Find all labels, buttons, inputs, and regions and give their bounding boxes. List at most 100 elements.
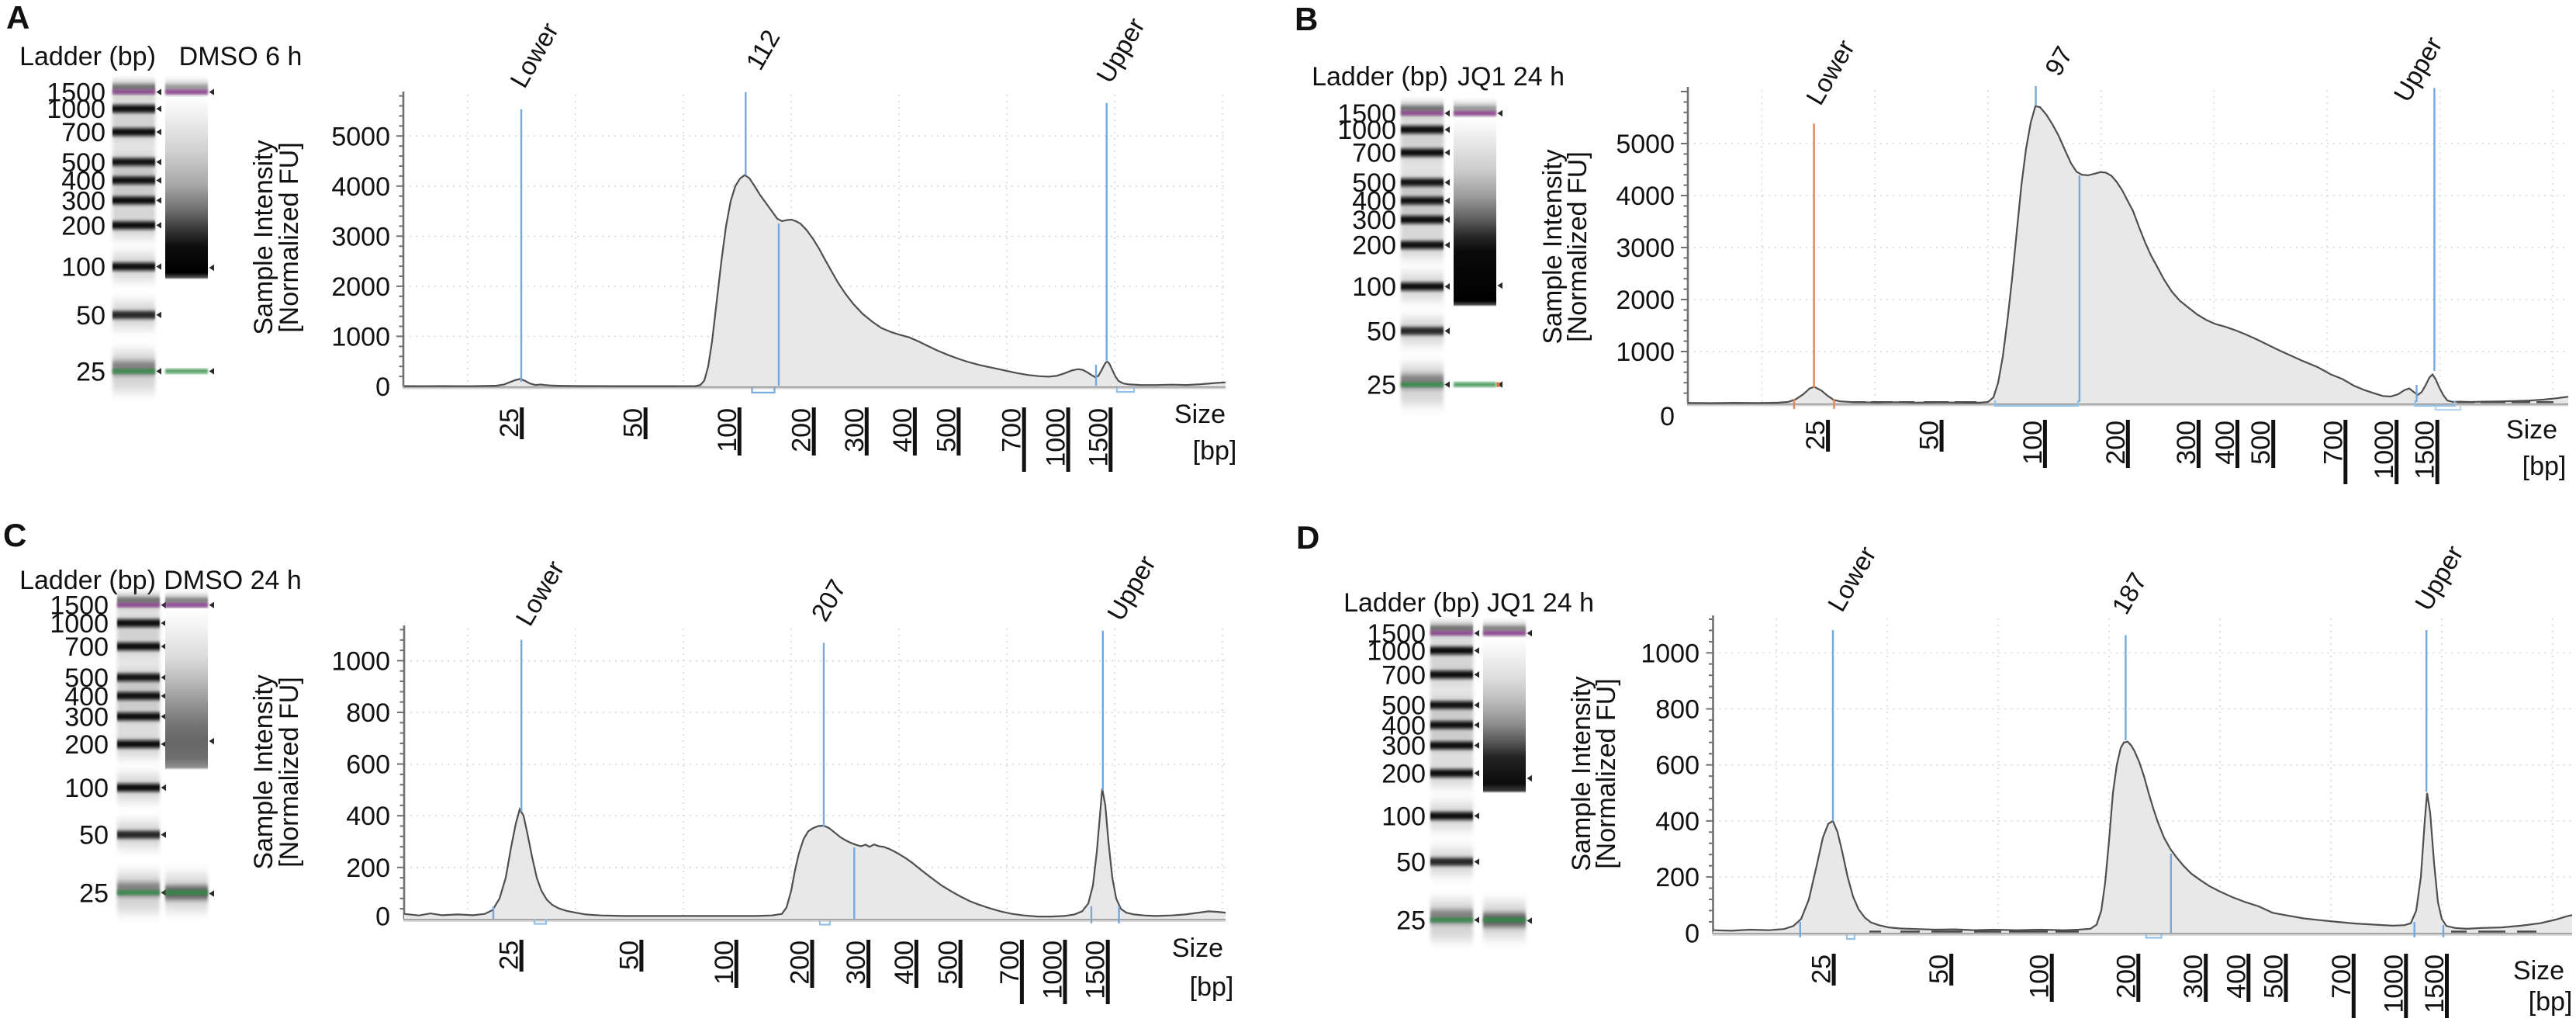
svg-text:3000: 3000 — [1616, 234, 1675, 263]
svg-text:50: 50 — [619, 408, 648, 438]
svg-text:Ladder (bp): Ladder (bp) — [19, 566, 156, 595]
svg-text:[bp]: [bp] — [2529, 987, 2573, 1017]
svg-text:300: 300 — [1352, 206, 1396, 235]
svg-text:1000: 1000 — [2370, 421, 2399, 480]
svg-text:1000: 1000 — [1367, 636, 1426, 666]
svg-text:700: 700 — [1381, 660, 1426, 690]
svg-text:800: 800 — [346, 698, 390, 728]
svg-text:Lower: Lower — [1822, 542, 1882, 616]
svg-text:100: 100 — [2025, 954, 2055, 999]
svg-text:Lower: Lower — [510, 556, 569, 630]
svg-text:D: D — [1296, 519, 1319, 556]
svg-text:Lower: Lower — [1800, 35, 1860, 109]
svg-text:A: A — [6, 0, 29, 36]
svg-text:50: 50 — [1924, 954, 1954, 984]
svg-text:25: 25 — [1807, 954, 1837, 984]
svg-text:Sample Intensity: Sample Intensity — [1567, 676, 1596, 871]
svg-text:400: 400 — [346, 802, 390, 831]
svg-text:B: B — [1295, 1, 1318, 37]
svg-text:100: 100 — [61, 253, 105, 282]
svg-text:1000: 1000 — [331, 322, 390, 352]
svg-text:200: 200 — [2101, 421, 2131, 465]
svg-text:25: 25 — [76, 357, 105, 386]
svg-text:DMSO 24 h: DMSO 24 h — [164, 566, 302, 595]
svg-text:Size: Size — [1172, 934, 1223, 963]
svg-text:100: 100 — [710, 941, 739, 985]
svg-text:700: 700 — [995, 941, 1025, 985]
svg-text:Sample Intensity: Sample Intensity — [1538, 149, 1568, 344]
svg-text:700: 700 — [2327, 954, 2356, 999]
svg-text:1500: 1500 — [1337, 99, 1396, 129]
svg-text:600: 600 — [1655, 751, 1699, 781]
svg-text:97: 97 — [2039, 41, 2078, 80]
svg-text:200: 200 — [786, 941, 815, 985]
svg-text:400: 400 — [1655, 807, 1699, 837]
svg-text:1000: 1000 — [2379, 954, 2408, 1013]
svg-text:Upper: Upper — [2409, 541, 2469, 615]
svg-text:700: 700 — [61, 118, 105, 147]
svg-text:1000: 1000 — [50, 609, 109, 639]
svg-text:187: 187 — [2106, 567, 2152, 618]
svg-text:500: 500 — [934, 941, 963, 985]
svg-text:50: 50 — [1367, 317, 1396, 347]
svg-text:200: 200 — [1352, 231, 1396, 261]
svg-text:200: 200 — [1381, 759, 1426, 788]
svg-text:[Normalized FU]: [Normalized FU] — [1563, 151, 1592, 342]
svg-text:25: 25 — [495, 408, 524, 438]
svg-text:25: 25 — [495, 941, 524, 970]
svg-text:25: 25 — [1801, 421, 1831, 450]
svg-text:[Normalized FU]: [Normalized FU] — [1592, 678, 1621, 869]
svg-text:1000: 1000 — [331, 646, 390, 676]
svg-text:1500: 1500 — [1084, 408, 1113, 467]
svg-text:1000: 1000 — [1337, 116, 1396, 145]
svg-text:2000: 2000 — [1616, 286, 1675, 315]
svg-text:400: 400 — [890, 941, 919, 985]
svg-text:Ladder (bp): Ladder (bp) — [1343, 588, 1480, 618]
svg-text:400: 400 — [2222, 954, 2251, 999]
svg-text:[bp]: [bp] — [2522, 452, 2567, 481]
svg-text:200: 200 — [61, 211, 105, 241]
svg-text:500: 500 — [1352, 168, 1396, 198]
svg-text:[Normalized FU]: [Normalized FU] — [275, 677, 304, 868]
svg-text:700: 700 — [64, 632, 109, 662]
svg-text:112: 112 — [740, 25, 785, 74]
svg-text:50: 50 — [76, 301, 105, 331]
svg-text:500: 500 — [61, 148, 105, 178]
svg-text:500: 500 — [2260, 954, 2289, 999]
svg-text:100: 100 — [2018, 421, 2048, 465]
svg-text:0: 0 — [375, 902, 390, 932]
svg-text:400: 400 — [64, 682, 109, 712]
svg-text:1500: 1500 — [1367, 619, 1426, 649]
svg-text:800: 800 — [1655, 695, 1699, 725]
svg-text:1500: 1500 — [50, 591, 109, 621]
svg-text:500: 500 — [2246, 421, 2276, 465]
svg-text:700: 700 — [1352, 139, 1396, 168]
svg-text:500: 500 — [1381, 691, 1426, 721]
svg-text:Upper: Upper — [1091, 13, 1150, 88]
svg-text:600: 600 — [346, 750, 390, 780]
svg-text:Upper: Upper — [2388, 32, 2448, 106]
svg-text:50: 50 — [1396, 848, 1426, 878]
svg-text:300: 300 — [61, 186, 105, 216]
svg-text:200: 200 — [787, 408, 817, 452]
svg-text:Lower: Lower — [504, 18, 564, 92]
svg-text:JQ1 24 h: JQ1 24 h — [1487, 588, 1594, 618]
svg-text:200: 200 — [2111, 954, 2141, 999]
svg-text:[bp]: [bp] — [1190, 972, 1234, 1002]
svg-text:1500: 1500 — [2420, 954, 2450, 1013]
svg-text:400: 400 — [61, 167, 105, 196]
svg-text:200: 200 — [346, 854, 390, 883]
svg-text:207: 207 — [805, 574, 852, 625]
svg-text:5000: 5000 — [331, 122, 390, 151]
svg-text:Sample Intensity: Sample Intensity — [249, 674, 278, 869]
svg-text:1000: 1000 — [1042, 408, 1071, 467]
svg-text:100: 100 — [1381, 802, 1426, 831]
svg-text:Size: Size — [1174, 400, 1226, 429]
svg-text:50: 50 — [1915, 421, 1945, 450]
svg-text:2000: 2000 — [331, 272, 390, 302]
svg-text:300: 300 — [64, 702, 109, 732]
svg-text:[bp]: [bp] — [1193, 436, 1237, 466]
svg-text:25: 25 — [1396, 906, 1426, 936]
svg-text:300: 300 — [2179, 954, 2208, 999]
svg-text:25: 25 — [1367, 371, 1396, 400]
